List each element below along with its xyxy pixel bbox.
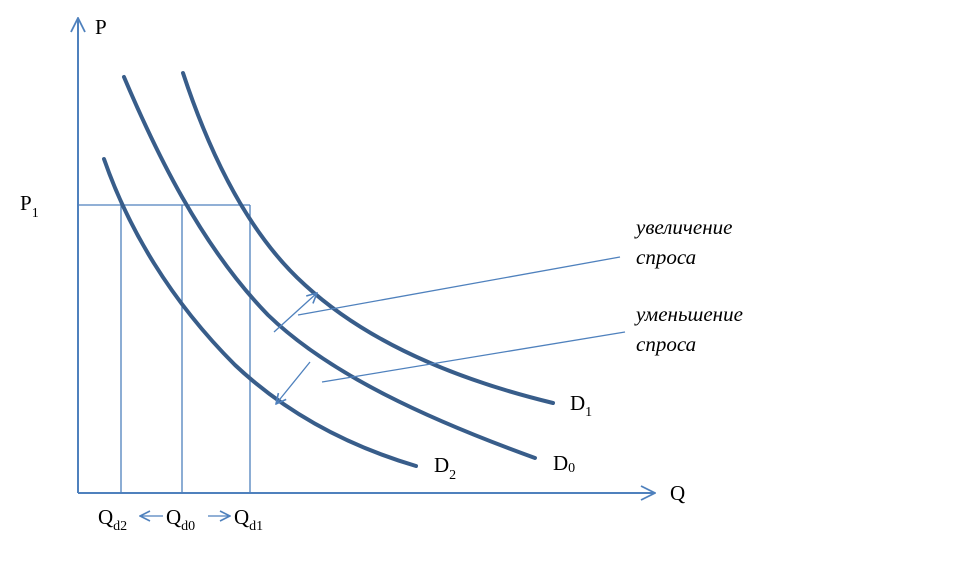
x-axis-label: Q <box>670 481 685 505</box>
demand-curve-d2 <box>102 157 418 468</box>
demand-curve-d1 <box>181 71 555 405</box>
quantity-label-qd2: Qd2 <box>98 505 127 534</box>
decrease-arrow <box>276 361 311 404</box>
curve-label-d2: D2 <box>434 453 456 483</box>
price-tick-label: P1 <box>20 191 39 221</box>
curve-label-d0: D0 <box>553 451 575 476</box>
increase-annotation-line1: увеличение <box>634 215 732 239</box>
curve-label-d1: D1 <box>570 391 592 420</box>
decrease-annotation-line2: спроса <box>636 332 696 356</box>
increase-annotation-line2: спроса <box>636 245 696 269</box>
decrease-annotation-line1: уменьшение <box>634 302 743 326</box>
quantity-label-qd1: Qd1 <box>234 505 263 534</box>
increase-leader-line <box>297 256 621 316</box>
y-axis-label: P <box>95 15 107 39</box>
increase-arrow <box>273 293 317 333</box>
demand-curve-d0 <box>122 75 537 460</box>
quantity-label-qd0: Qd0 <box>166 505 195 534</box>
decrease-leader-line <box>321 331 626 383</box>
